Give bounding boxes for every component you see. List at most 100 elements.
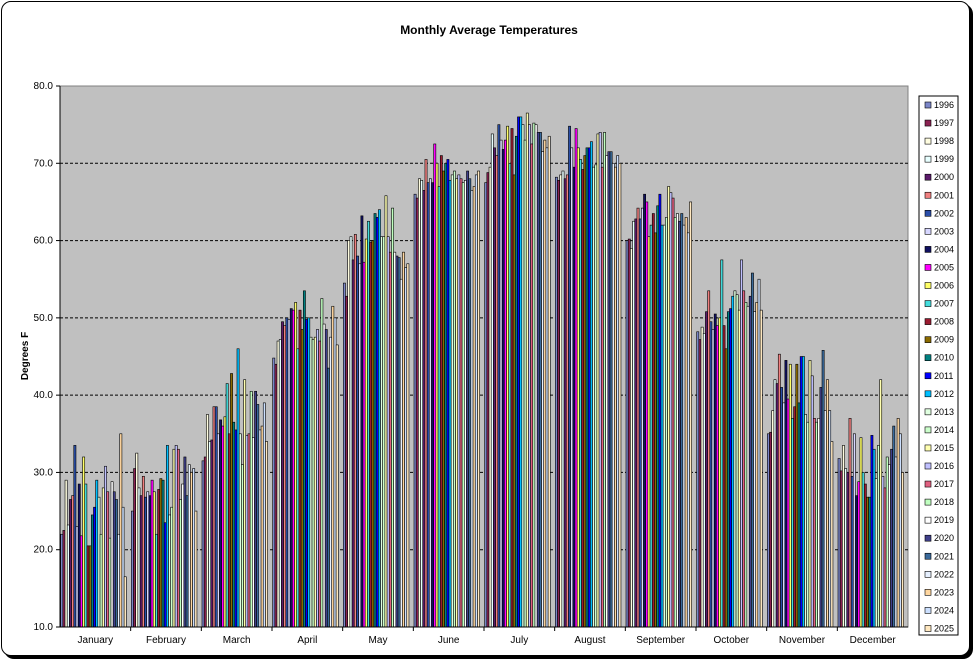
legend-label: 1996 [934, 100, 954, 110]
legend-label: 2022 [934, 569, 954, 579]
bar-october-2001 [707, 290, 711, 628]
bar-february-1999 [137, 487, 141, 628]
bar-september-2013 [662, 224, 666, 628]
plot-area [59, 85, 909, 628]
bar-september-2009 [654, 232, 657, 628]
bar-january-2004 [77, 483, 81, 628]
bar-january-2016 [104, 465, 107, 628]
bar-december-1998 [842, 445, 845, 628]
bar-november-2018 [815, 421, 818, 628]
legend-label: 2011 [934, 371, 953, 381]
bar-july-2012 [519, 116, 523, 628]
legend-label: 2007 [934, 299, 954, 309]
bar-october-2023 [755, 302, 759, 628]
bar-february-2011 [163, 522, 167, 628]
bar-march-2015 [243, 379, 247, 628]
bar-october-2003 [711, 329, 715, 628]
bar-july-2021 [539, 132, 542, 628]
legend-label: 1997 [934, 118, 954, 128]
bar-march-2013 [238, 433, 242, 628]
bar-march-2025 [265, 441, 268, 628]
bar-september-2022 [682, 224, 686, 628]
bar-march-2000 [210, 439, 214, 628]
y-tick-label: 80.0 [34, 81, 54, 92]
bar-october-2013 [733, 290, 737, 628]
bar-may-1998 [347, 240, 351, 628]
bar-january-2018 [108, 537, 112, 628]
bar-june-2005 [433, 143, 437, 628]
bar-april-2020 [324, 329, 328, 628]
bar-august-2001 [565, 174, 569, 628]
bar-january-2000 [69, 499, 72, 628]
bar-july-2019 [534, 124, 538, 628]
bar-december-2015 [879, 379, 883, 628]
bar-june-2001 [424, 159, 428, 628]
bar-july-2018 [532, 122, 536, 628]
bar-november-2007 [791, 418, 794, 628]
legend-swatch [924, 462, 932, 470]
bar-november-1997 [769, 431, 773, 628]
bar-august-2013 [592, 166, 596, 628]
bar-january-2013 [97, 496, 101, 628]
bar-february-2017 [176, 448, 180, 628]
bar-september-2015 [667, 186, 671, 628]
bar-january-1997 [62, 530, 66, 628]
bar-june-2006 [435, 162, 439, 628]
legend-label: 2001 [934, 190, 954, 200]
bar-may-2007 [367, 220, 370, 628]
bar-january-2012 [95, 479, 99, 628]
legend-swatch [924, 282, 932, 289]
bar-june-1997 [415, 197, 419, 628]
bar-april-2017 [318, 340, 322, 628]
bar-july-2006 [506, 125, 510, 628]
bar-june-2016 [457, 174, 461, 628]
x-tick-label: April [297, 635, 317, 646]
bar-september-2012 [660, 224, 664, 628]
bar-february-1996 [131, 510, 134, 628]
bar-june-2018 [461, 182, 465, 628]
bar-january-2010 [90, 514, 94, 628]
bar-november-2010 [797, 402, 801, 628]
bar-april-2004 [289, 308, 293, 628]
x-tick-label: July [510, 635, 528, 646]
bar-april-2001 [283, 325, 287, 628]
bar-march-1998 [206, 414, 209, 628]
bar-november-2005 [786, 398, 790, 628]
bar-april-2006 [294, 302, 298, 628]
legend-label: 2010 [934, 353, 954, 363]
bar-may-2008 [369, 241, 373, 628]
bar-may-2013 [380, 236, 384, 628]
bar-october-2018 [744, 302, 748, 628]
bar-january-2002 [73, 445, 77, 628]
bar-january-2011 [93, 506, 96, 628]
bar-april-2015 [313, 336, 317, 628]
legend-swatch [924, 534, 932, 542]
bar-october-1998 [700, 326, 704, 628]
bar-february-2025 [194, 510, 198, 628]
bar-february-2020 [183, 456, 187, 628]
bar-december-1999 [844, 468, 848, 628]
legend-swatch [924, 607, 932, 614]
bar-october-1996 [696, 331, 700, 628]
bar-september-2001 [636, 207, 640, 628]
bar-february-2006 [152, 491, 156, 628]
bar-august-2025 [618, 162, 622, 628]
bar-september-2008 [651, 213, 655, 628]
legend-label: 2009 [934, 335, 954, 345]
bar-march-2007 [225, 383, 229, 628]
bar-september-2021 [680, 213, 684, 628]
bar-march-2005 [221, 425, 225, 628]
bar-august-1999 [561, 170, 565, 628]
bar-february-2009 [159, 478, 163, 628]
bar-november-2011 [799, 356, 803, 628]
bar-september-2004 [643, 193, 646, 628]
y-tick-label: 70.0 [34, 158, 54, 169]
legend-swatch [924, 372, 932, 380]
bar-december-2018 [885, 456, 889, 628]
bar-august-2002 [568, 125, 571, 628]
legend-swatch [924, 173, 932, 181]
bar-april-2005 [292, 309, 295, 628]
bar-april-2009 [300, 329, 304, 628]
bar-december-2022 [894, 456, 898, 628]
bar-july-2002 [497, 124, 501, 628]
